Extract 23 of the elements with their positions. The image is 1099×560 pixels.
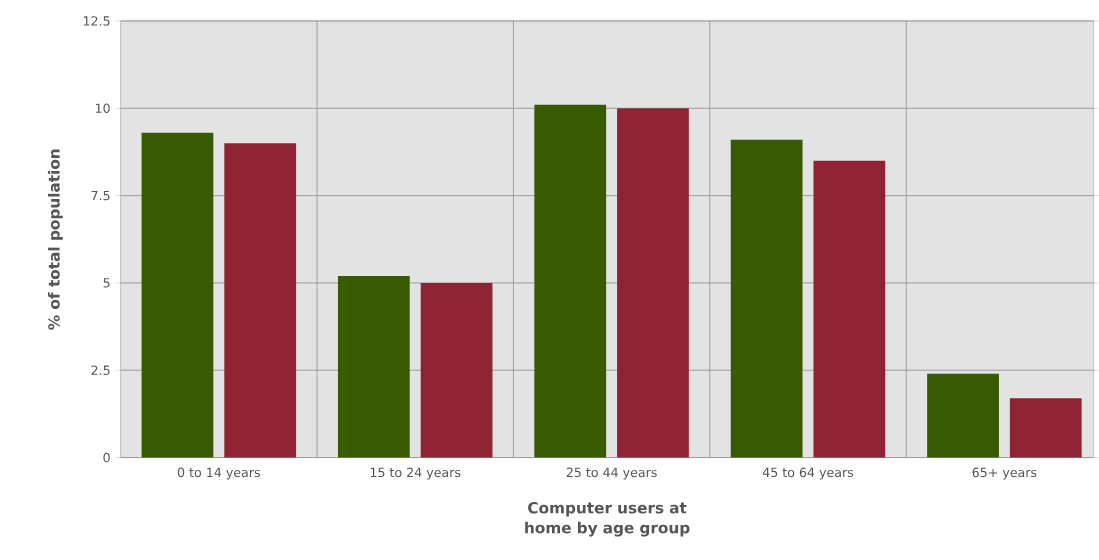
bar xyxy=(813,160,886,458)
x-tick-label: 45 to 64 years xyxy=(762,467,854,480)
x-tick-label: 25 to 44 years xyxy=(566,467,657,480)
bar xyxy=(927,373,999,458)
x-tick-label: 0 to 14 years xyxy=(177,467,260,480)
bar xyxy=(420,282,493,458)
y-tick-label: 2.5 xyxy=(91,365,110,375)
bar xyxy=(337,275,410,458)
bar xyxy=(224,143,297,458)
bar xyxy=(730,139,803,458)
bar xyxy=(1009,398,1082,458)
x-axis-title: Computer users at home by age group xyxy=(525,501,690,537)
y-axis-title: % of total population xyxy=(47,149,63,330)
bar xyxy=(141,132,214,458)
y-tick-label: 5 xyxy=(103,278,110,288)
bar xyxy=(534,104,607,458)
x-tick-label: 65+ years xyxy=(972,467,1037,480)
y-tick-label: 7.5 xyxy=(91,190,110,201)
bar xyxy=(617,108,689,458)
y-tick-label: 0 xyxy=(103,452,110,463)
x-tick-label: 15 to 24 years xyxy=(370,467,461,480)
y-tick-label: 10 xyxy=(95,103,110,113)
y-tick-label: 12.5 xyxy=(83,16,110,26)
